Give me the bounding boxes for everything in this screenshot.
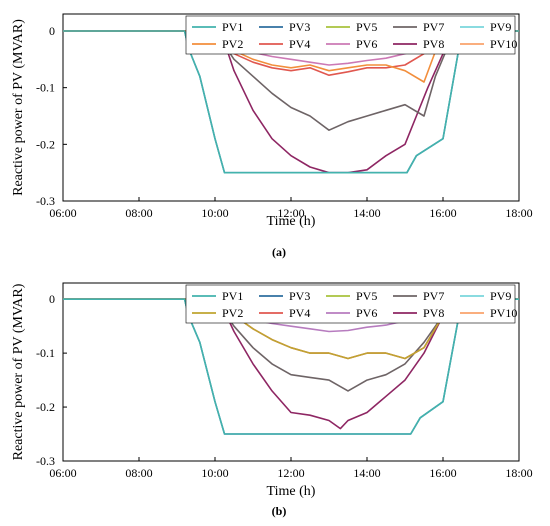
x-axis-label: Time (h) — [267, 484, 316, 499]
x-tick-label: 14:00 — [353, 206, 380, 220]
y-tick-label: -0.2 — [36, 137, 55, 151]
legend-box — [185, 15, 516, 55]
x-tick-label: 08:00 — [125, 206, 152, 220]
legend-label: PV9 — [490, 289, 511, 303]
x-tick-label: 06:00 — [49, 206, 76, 220]
y-tick-label: -0.3 — [36, 454, 55, 468]
legend-label: PV3 — [289, 20, 310, 34]
legend-label: PV3 — [289, 289, 310, 303]
legend-label: PV6 — [356, 37, 377, 51]
legend-label: PV4 — [289, 306, 310, 320]
panel-caption: (a) — [272, 245, 286, 259]
x-tick-label: 14:00 — [353, 466, 380, 480]
x-tick-label: 18:00 — [505, 466, 532, 480]
y-axis-label: Reactive power of PV (MVAR) — [11, 283, 26, 460]
y-axis-label: Reactive power of PV (MVAR) — [11, 19, 26, 196]
legend-label: PV7 — [423, 289, 444, 303]
legend-label: PV4 — [289, 37, 310, 51]
series-line-pv7 — [63, 30, 519, 131]
legend-label: PV8 — [423, 37, 444, 51]
chart-panel: 06:00 08:00 10:00 12:00 14:00 16:00 18:00 0 -0.1… — [11, 282, 533, 518]
y-tick-label: -0.1 — [36, 81, 55, 95]
y-tick-label: 0 — [49, 24, 55, 38]
x-tick-label: 16:00 — [429, 206, 456, 220]
x-tick-label: 10:00 — [201, 466, 228, 480]
legend-label: PV2 — [222, 306, 243, 320]
panel-caption: (b) — [272, 504, 287, 518]
legend-label: PV9 — [490, 20, 511, 34]
legend-label: PV5 — [356, 289, 377, 303]
legend-label: PV5 — [356, 20, 377, 34]
legend-label: PV6 — [356, 306, 377, 320]
chart-panel: 06:00 08:00 10:00 12:00 14:00 16:00 18:00 0 -0.1… — [11, 13, 533, 259]
legend-label: PV8 — [423, 306, 444, 320]
x-tick-label: 18:00 — [505, 206, 532, 220]
series-line-pv7 — [63, 298, 519, 392]
y-tick-label: 0 — [49, 292, 55, 306]
x-tick-label: 06:00 — [49, 466, 76, 480]
y-tick-label: -0.3 — [36, 194, 55, 208]
legend-label: PV1 — [222, 289, 243, 303]
x-tick-label: 12:00 — [277, 206, 304, 220]
legend-label: PV7 — [423, 20, 444, 34]
y-tick-label: -0.1 — [36, 346, 55, 360]
legend-label: PV2 — [222, 37, 243, 51]
legend-label: PV1 — [222, 20, 243, 34]
x-axis-label: Time (h) — [267, 214, 316, 229]
legend-box — [185, 284, 516, 324]
x-tick-label: 12:00 — [277, 466, 304, 480]
x-tick-label: 10:00 — [201, 206, 228, 220]
legend-label: PV10 — [490, 306, 517, 320]
x-tick-label: 08:00 — [125, 466, 152, 480]
y-tick-label: -0.2 — [36, 400, 55, 414]
x-tick-label: 16:00 — [429, 466, 456, 480]
legend-label: PV10 — [490, 37, 517, 51]
series-line-pv8 — [63, 298, 519, 430]
